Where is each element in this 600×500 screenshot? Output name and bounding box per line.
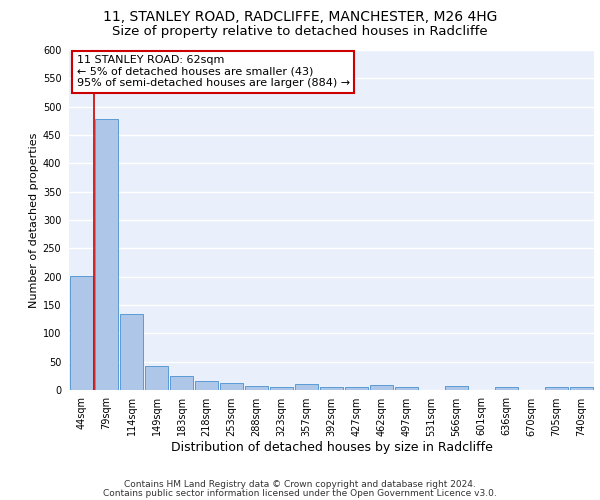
Text: 11, STANLEY ROAD, RADCLIFFE, MANCHESTER, M26 4HG: 11, STANLEY ROAD, RADCLIFFE, MANCHESTER,… bbox=[103, 10, 497, 24]
Bar bbox=[145, 366, 168, 390]
Bar bbox=[370, 386, 393, 390]
Bar bbox=[320, 386, 343, 390]
Y-axis label: Number of detached properties: Number of detached properties bbox=[29, 132, 38, 308]
Text: Contains public sector information licensed under the Open Government Licence v3: Contains public sector information licen… bbox=[103, 488, 497, 498]
Bar bbox=[445, 386, 468, 390]
Text: 11 STANLEY ROAD: 62sqm
← 5% of detached houses are smaller (43)
95% of semi-deta: 11 STANLEY ROAD: 62sqm ← 5% of detached … bbox=[77, 55, 350, 88]
Bar bbox=[570, 387, 593, 390]
X-axis label: Distribution of detached houses by size in Radcliffe: Distribution of detached houses by size … bbox=[170, 441, 493, 454]
Bar bbox=[395, 387, 418, 390]
Text: Contains HM Land Registry data © Crown copyright and database right 2024.: Contains HM Land Registry data © Crown c… bbox=[124, 480, 476, 489]
Bar bbox=[245, 386, 268, 390]
Bar bbox=[120, 314, 143, 390]
Bar bbox=[170, 376, 193, 390]
Bar bbox=[270, 386, 293, 390]
Bar bbox=[295, 384, 318, 390]
Bar bbox=[220, 383, 243, 390]
Bar bbox=[70, 276, 93, 390]
Bar bbox=[345, 387, 368, 390]
Bar bbox=[195, 381, 218, 390]
Bar bbox=[495, 387, 518, 390]
Bar bbox=[95, 119, 118, 390]
Bar bbox=[545, 387, 568, 390]
Text: Size of property relative to detached houses in Radcliffe: Size of property relative to detached ho… bbox=[112, 25, 488, 38]
